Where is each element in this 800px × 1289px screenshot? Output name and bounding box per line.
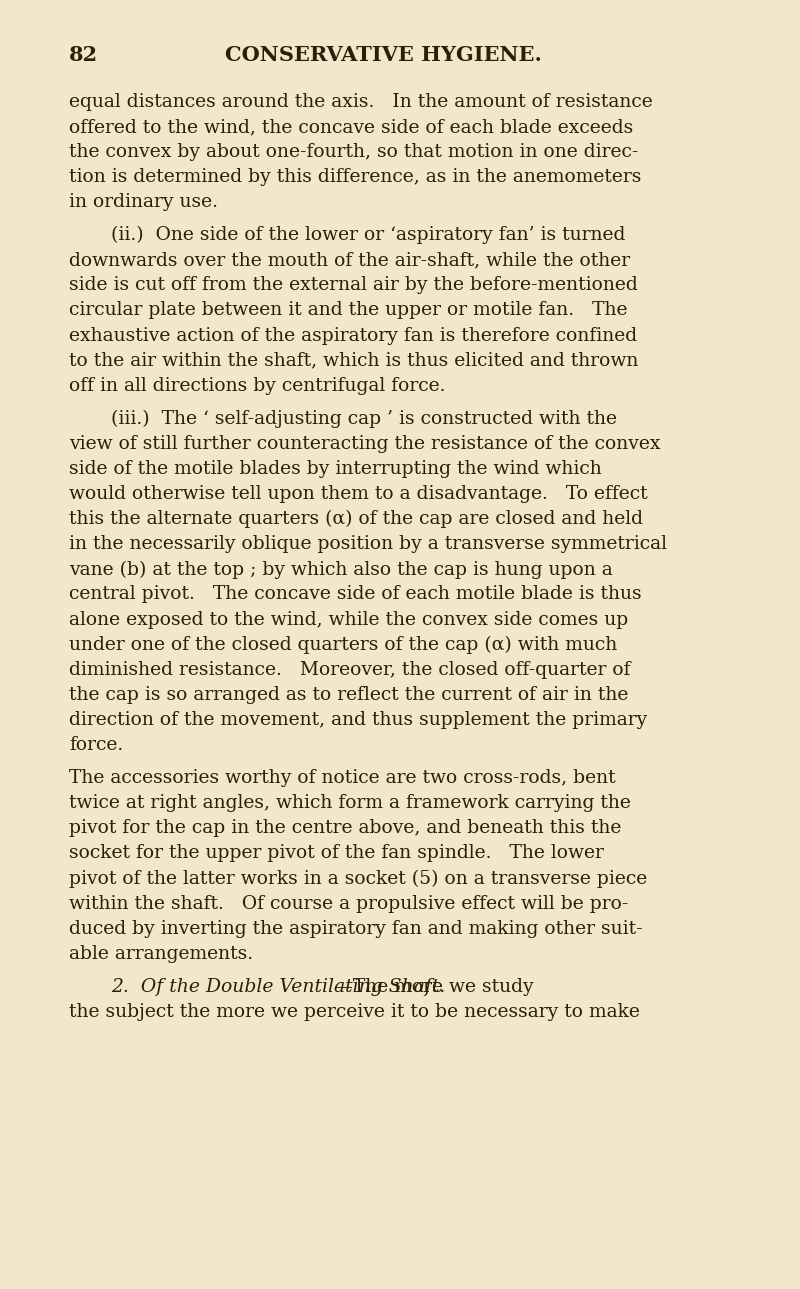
Text: the cap is so arranged as to reflect the current of air in the: the cap is so arranged as to reflect the… xyxy=(69,686,628,704)
Text: tion is determined by this difference, as in the anemometers: tion is determined by this difference, a… xyxy=(69,168,642,186)
Text: alone exposed to the wind, while the convex side comes up: alone exposed to the wind, while the con… xyxy=(69,611,628,629)
Text: the convex by about one-fourth, so that motion in one direc-: the convex by about one-fourth, so that … xyxy=(69,143,638,161)
Text: under one of the closed quarters of the cap (α) with much: under one of the closed quarters of the … xyxy=(69,635,618,654)
Text: The accessories worthy of notice are two cross-rods, bent: The accessories worthy of notice are two… xyxy=(69,770,615,788)
Text: diminished resistance.   Moreover, the closed off-quarter of: diminished resistance. Moreover, the clo… xyxy=(69,661,630,679)
Text: to the air within the shaft, which is thus elicited and thrown: to the air within the shaft, which is th… xyxy=(69,352,638,370)
Text: direction of the movement, and thus supplement the primary: direction of the movement, and thus supp… xyxy=(69,712,647,730)
Text: in the necessarily oblique position by a transverse symmetrical: in the necessarily oblique position by a… xyxy=(69,535,667,553)
Text: 2.  Of the Double Ventilating Shaft.: 2. Of the Double Ventilating Shaft. xyxy=(111,977,446,995)
Text: equal distances around the axis.   In the amount of resistance: equal distances around the axis. In the … xyxy=(69,93,653,111)
Text: —The more we study: —The more we study xyxy=(334,977,533,995)
Text: the subject the more we perceive it to be necessary to make: the subject the more we perceive it to b… xyxy=(69,1003,640,1021)
Text: socket for the upper pivot of the fan spindle.   The lower: socket for the upper pivot of the fan sp… xyxy=(69,844,604,862)
Text: view of still further counteracting the resistance of the convex: view of still further counteracting the … xyxy=(69,434,661,452)
Text: off in all directions by centrifugal force.: off in all directions by centrifugal for… xyxy=(69,376,446,394)
Text: twice at right angles, which form a framework carrying the: twice at right angles, which form a fram… xyxy=(69,794,631,812)
Text: circular plate between it and the upper or motile fan.   The: circular plate between it and the upper … xyxy=(69,302,627,320)
Text: offered to the wind, the concave side of each blade exceeds: offered to the wind, the concave side of… xyxy=(69,117,634,135)
Text: (iii.)  The ‘ self-adjusting cap ’ is constructed with the: (iii.) The ‘ self-adjusting cap ’ is con… xyxy=(111,410,617,428)
Text: pivot for the cap in the centre above, and beneath this the: pivot for the cap in the centre above, a… xyxy=(69,820,622,838)
Text: (ii.)  One side of the lower or ‘aspiratory fan’ is turned: (ii.) One side of the lower or ‘aspirato… xyxy=(111,226,626,245)
Text: this the alternate quarters (α) of the cap are closed and held: this the alternate quarters (α) of the c… xyxy=(69,510,643,528)
Text: downwards over the mouth of the air-shaft, while the other: downwards over the mouth of the air-shaf… xyxy=(69,251,630,269)
Text: side is cut off from the external air by the before-mentioned: side is cut off from the external air by… xyxy=(69,276,638,294)
Text: in ordinary use.: in ordinary use. xyxy=(69,193,218,211)
Text: side of the motile blades by interrupting the wind which: side of the motile blades by interruptin… xyxy=(69,460,602,478)
Text: central pivot.   The concave side of each motile blade is thus: central pivot. The concave side of each … xyxy=(69,585,642,603)
Text: would otherwise tell upon them to a disadvantage.   To effect: would otherwise tell upon them to a disa… xyxy=(69,485,647,503)
Text: CONSERVATIVE HYGIENE.: CONSERVATIVE HYGIENE. xyxy=(225,45,542,66)
Text: duced by inverting the aspiratory fan and making other suit-: duced by inverting the aspiratory fan an… xyxy=(69,920,642,938)
Text: able arrangements.: able arrangements. xyxy=(69,945,253,963)
Text: within the shaft.   Of course a propulsive effect will be pro-: within the shaft. Of course a propulsive… xyxy=(69,895,628,913)
Text: 82: 82 xyxy=(69,45,98,66)
Text: pivot of the latter works in a socket (5) on a transverse piece: pivot of the latter works in a socket (5… xyxy=(69,870,647,888)
Text: vane (b) at the top ; by which also the cap is hung upon a: vane (b) at the top ; by which also the … xyxy=(69,561,613,579)
Text: force.: force. xyxy=(69,736,123,754)
Text: exhaustive action of the aspiratory fan is therefore confined: exhaustive action of the aspiratory fan … xyxy=(69,326,637,344)
